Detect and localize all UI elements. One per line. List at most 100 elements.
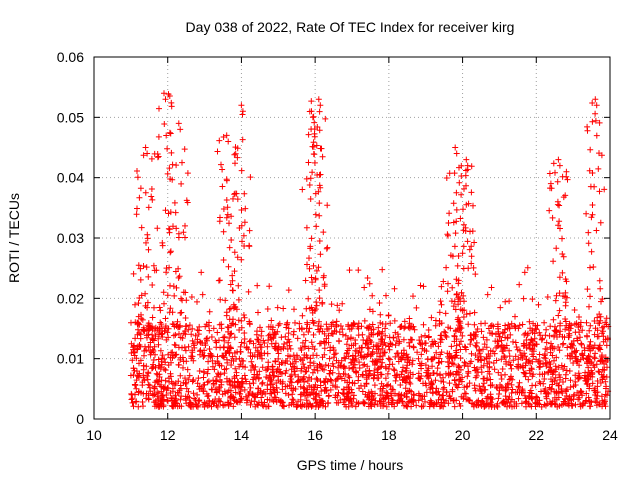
data-point <box>223 177 230 184</box>
data-point <box>403 351 410 358</box>
data-point <box>373 359 380 366</box>
data-point <box>466 380 473 387</box>
data-point <box>460 292 467 299</box>
data-point <box>237 391 244 397</box>
data-point <box>541 319 548 326</box>
data-point <box>182 323 189 330</box>
data-point <box>232 389 239 396</box>
data-point <box>271 329 278 336</box>
data-point <box>247 384 254 391</box>
data-point <box>221 366 228 373</box>
data-point <box>241 243 248 249</box>
data-point <box>544 389 551 396</box>
data-point <box>341 363 348 370</box>
data-point <box>326 355 333 362</box>
data-point <box>456 179 463 186</box>
data-point <box>448 343 455 350</box>
data-point <box>519 355 526 361</box>
data-point <box>250 340 257 347</box>
data-point <box>453 218 460 225</box>
data-point <box>449 253 456 260</box>
data-point <box>155 335 162 342</box>
data-point <box>177 372 184 379</box>
data-point <box>491 366 498 373</box>
data-point <box>156 304 163 311</box>
data-point <box>509 403 515 410</box>
data-point <box>134 372 141 379</box>
data-point <box>135 300 142 307</box>
data-point <box>130 270 137 277</box>
data-point <box>132 335 139 342</box>
data-point <box>218 161 224 168</box>
data-point <box>498 356 505 363</box>
data-point <box>579 352 586 359</box>
data-point <box>175 120 182 127</box>
data-point <box>576 394 583 401</box>
data-point <box>354 323 361 330</box>
data-point <box>227 281 234 288</box>
data-point <box>337 396 344 403</box>
data-point <box>232 365 239 372</box>
data-point <box>255 385 262 392</box>
y-tick-label: 0.03 <box>57 230 84 246</box>
data-point <box>420 321 427 328</box>
data-point <box>176 324 183 330</box>
data-point <box>223 197 230 203</box>
data-point <box>194 391 201 398</box>
data-point <box>524 264 531 271</box>
data-point <box>323 321 330 328</box>
data-point <box>492 331 499 338</box>
data-point <box>603 358 609 365</box>
data-point <box>217 371 224 378</box>
data-point <box>552 169 558 176</box>
data-point <box>180 364 186 371</box>
data-point <box>321 345 328 352</box>
data-point <box>449 388 456 395</box>
data-point <box>152 364 159 371</box>
data-point <box>438 336 445 343</box>
data-point <box>514 363 520 370</box>
data-point <box>440 392 447 399</box>
data-point <box>587 183 594 190</box>
data-point <box>226 335 233 341</box>
data-point <box>599 324 606 331</box>
data-point <box>502 322 509 329</box>
data-point <box>481 341 488 348</box>
data-point <box>210 381 217 388</box>
data-point <box>507 362 514 369</box>
data-point <box>557 328 564 335</box>
x-tick-label: 16 <box>307 427 323 443</box>
data-point <box>422 332 428 339</box>
data-point <box>359 371 366 378</box>
data-point <box>416 360 423 367</box>
data-point <box>559 173 566 180</box>
data-point <box>161 300 167 307</box>
data-point <box>382 375 389 382</box>
data-point <box>554 198 561 205</box>
data-point <box>226 306 233 313</box>
data-point <box>321 281 328 288</box>
data-point <box>433 349 440 356</box>
data-point <box>488 322 495 329</box>
data-point <box>415 355 422 362</box>
data-point <box>286 342 293 349</box>
data-point <box>220 206 227 212</box>
data-point <box>303 397 310 404</box>
data-point <box>206 397 213 404</box>
data-point <box>476 346 483 353</box>
data-point <box>584 381 591 388</box>
data-point <box>163 132 170 139</box>
data-point <box>216 395 222 402</box>
data-point <box>313 375 320 382</box>
data-point <box>170 321 177 328</box>
data-point <box>364 275 371 281</box>
data-point <box>184 170 191 177</box>
data-point <box>587 264 593 271</box>
data-point <box>356 359 363 366</box>
data-point <box>145 204 152 211</box>
data-point <box>245 392 252 399</box>
data-point <box>167 373 174 380</box>
data-point <box>428 314 435 321</box>
data-point <box>250 380 257 387</box>
data-point <box>172 209 179 216</box>
